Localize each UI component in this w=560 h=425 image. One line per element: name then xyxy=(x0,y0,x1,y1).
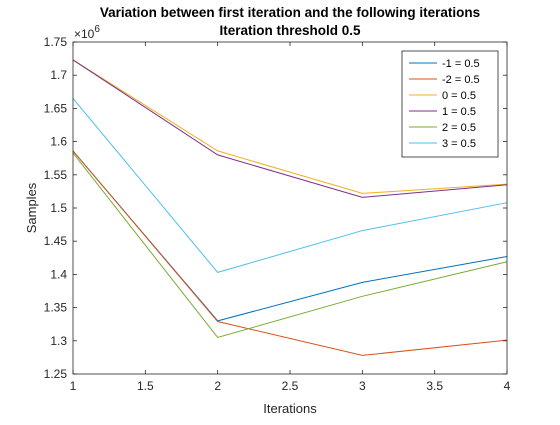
legend-entry: 3 = 0.5 xyxy=(442,138,476,150)
series-line-2 xyxy=(72,59,508,194)
y-axis-exponent-base: ×10 xyxy=(74,27,95,41)
chart-title: Variation between first iteration and th… xyxy=(100,5,480,20)
x-axis: 1 1.5 2 2.5 3 3.5 4 xyxy=(70,42,511,393)
y-tick-label: 1.3 xyxy=(50,334,67,348)
x-tick-label: 2.5 xyxy=(282,379,299,393)
x-tick-label: 3 xyxy=(359,379,366,393)
x-tick-label: 1 xyxy=(70,379,77,393)
series-line-3 xyxy=(72,59,508,198)
series-line-1 xyxy=(72,150,508,356)
series-line-5 xyxy=(72,98,508,273)
x-axis-label: Iterations xyxy=(263,401,317,416)
legend-entry: -1 = 0.5 xyxy=(442,58,480,70)
series-line-4 xyxy=(72,152,508,339)
legend-entry: 0 = 0.5 xyxy=(442,90,476,102)
legend-entry: -2 = 0.5 xyxy=(442,74,480,86)
y-axis: 1.25 1.3 1.35 1.4 1.45 1.5 1.55 1.6 1.65 1.7 1.75 xyxy=(44,35,507,381)
y-tick-label: 1.7 xyxy=(50,68,67,82)
chart-subtitle: Iteration threshold 0.5 xyxy=(219,23,361,38)
legend-entry: 2 = 0.5 xyxy=(442,122,476,134)
y-axis-exponent-power: 6 xyxy=(94,24,100,35)
y-axis-exponent: ×106 xyxy=(74,24,100,41)
y-tick-label: 1.75 xyxy=(44,35,68,49)
legend-entry: 1 = 0.5 xyxy=(442,106,476,118)
x-tick-label: 3.5 xyxy=(426,379,443,393)
legend-box xyxy=(401,50,499,158)
y-tick-label: 1.25 xyxy=(44,367,68,381)
x-tick-label: 1.5 xyxy=(137,379,154,393)
y-tick-label: 1.35 xyxy=(44,301,68,315)
y-axis-label: Samples xyxy=(24,182,39,233)
y-tick-label: 1.55 xyxy=(44,168,68,182)
y-tick-label: 1.6 xyxy=(50,135,67,149)
x-tick-label: 2 xyxy=(214,379,221,393)
y-tick-label: 1.4 xyxy=(50,267,67,281)
y-tick-label: 1.45 xyxy=(44,234,68,248)
y-tick-label: 1.5 xyxy=(50,201,67,215)
x-tick-label: 4 xyxy=(504,379,511,393)
series-layer xyxy=(72,59,508,356)
legend: -1 = 0.5 -2 = 0.5 0 = 0.5 1 = 0.5 2 = 0.5 3 =… xyxy=(401,50,499,158)
y-tick-label: 1.65 xyxy=(44,101,68,115)
